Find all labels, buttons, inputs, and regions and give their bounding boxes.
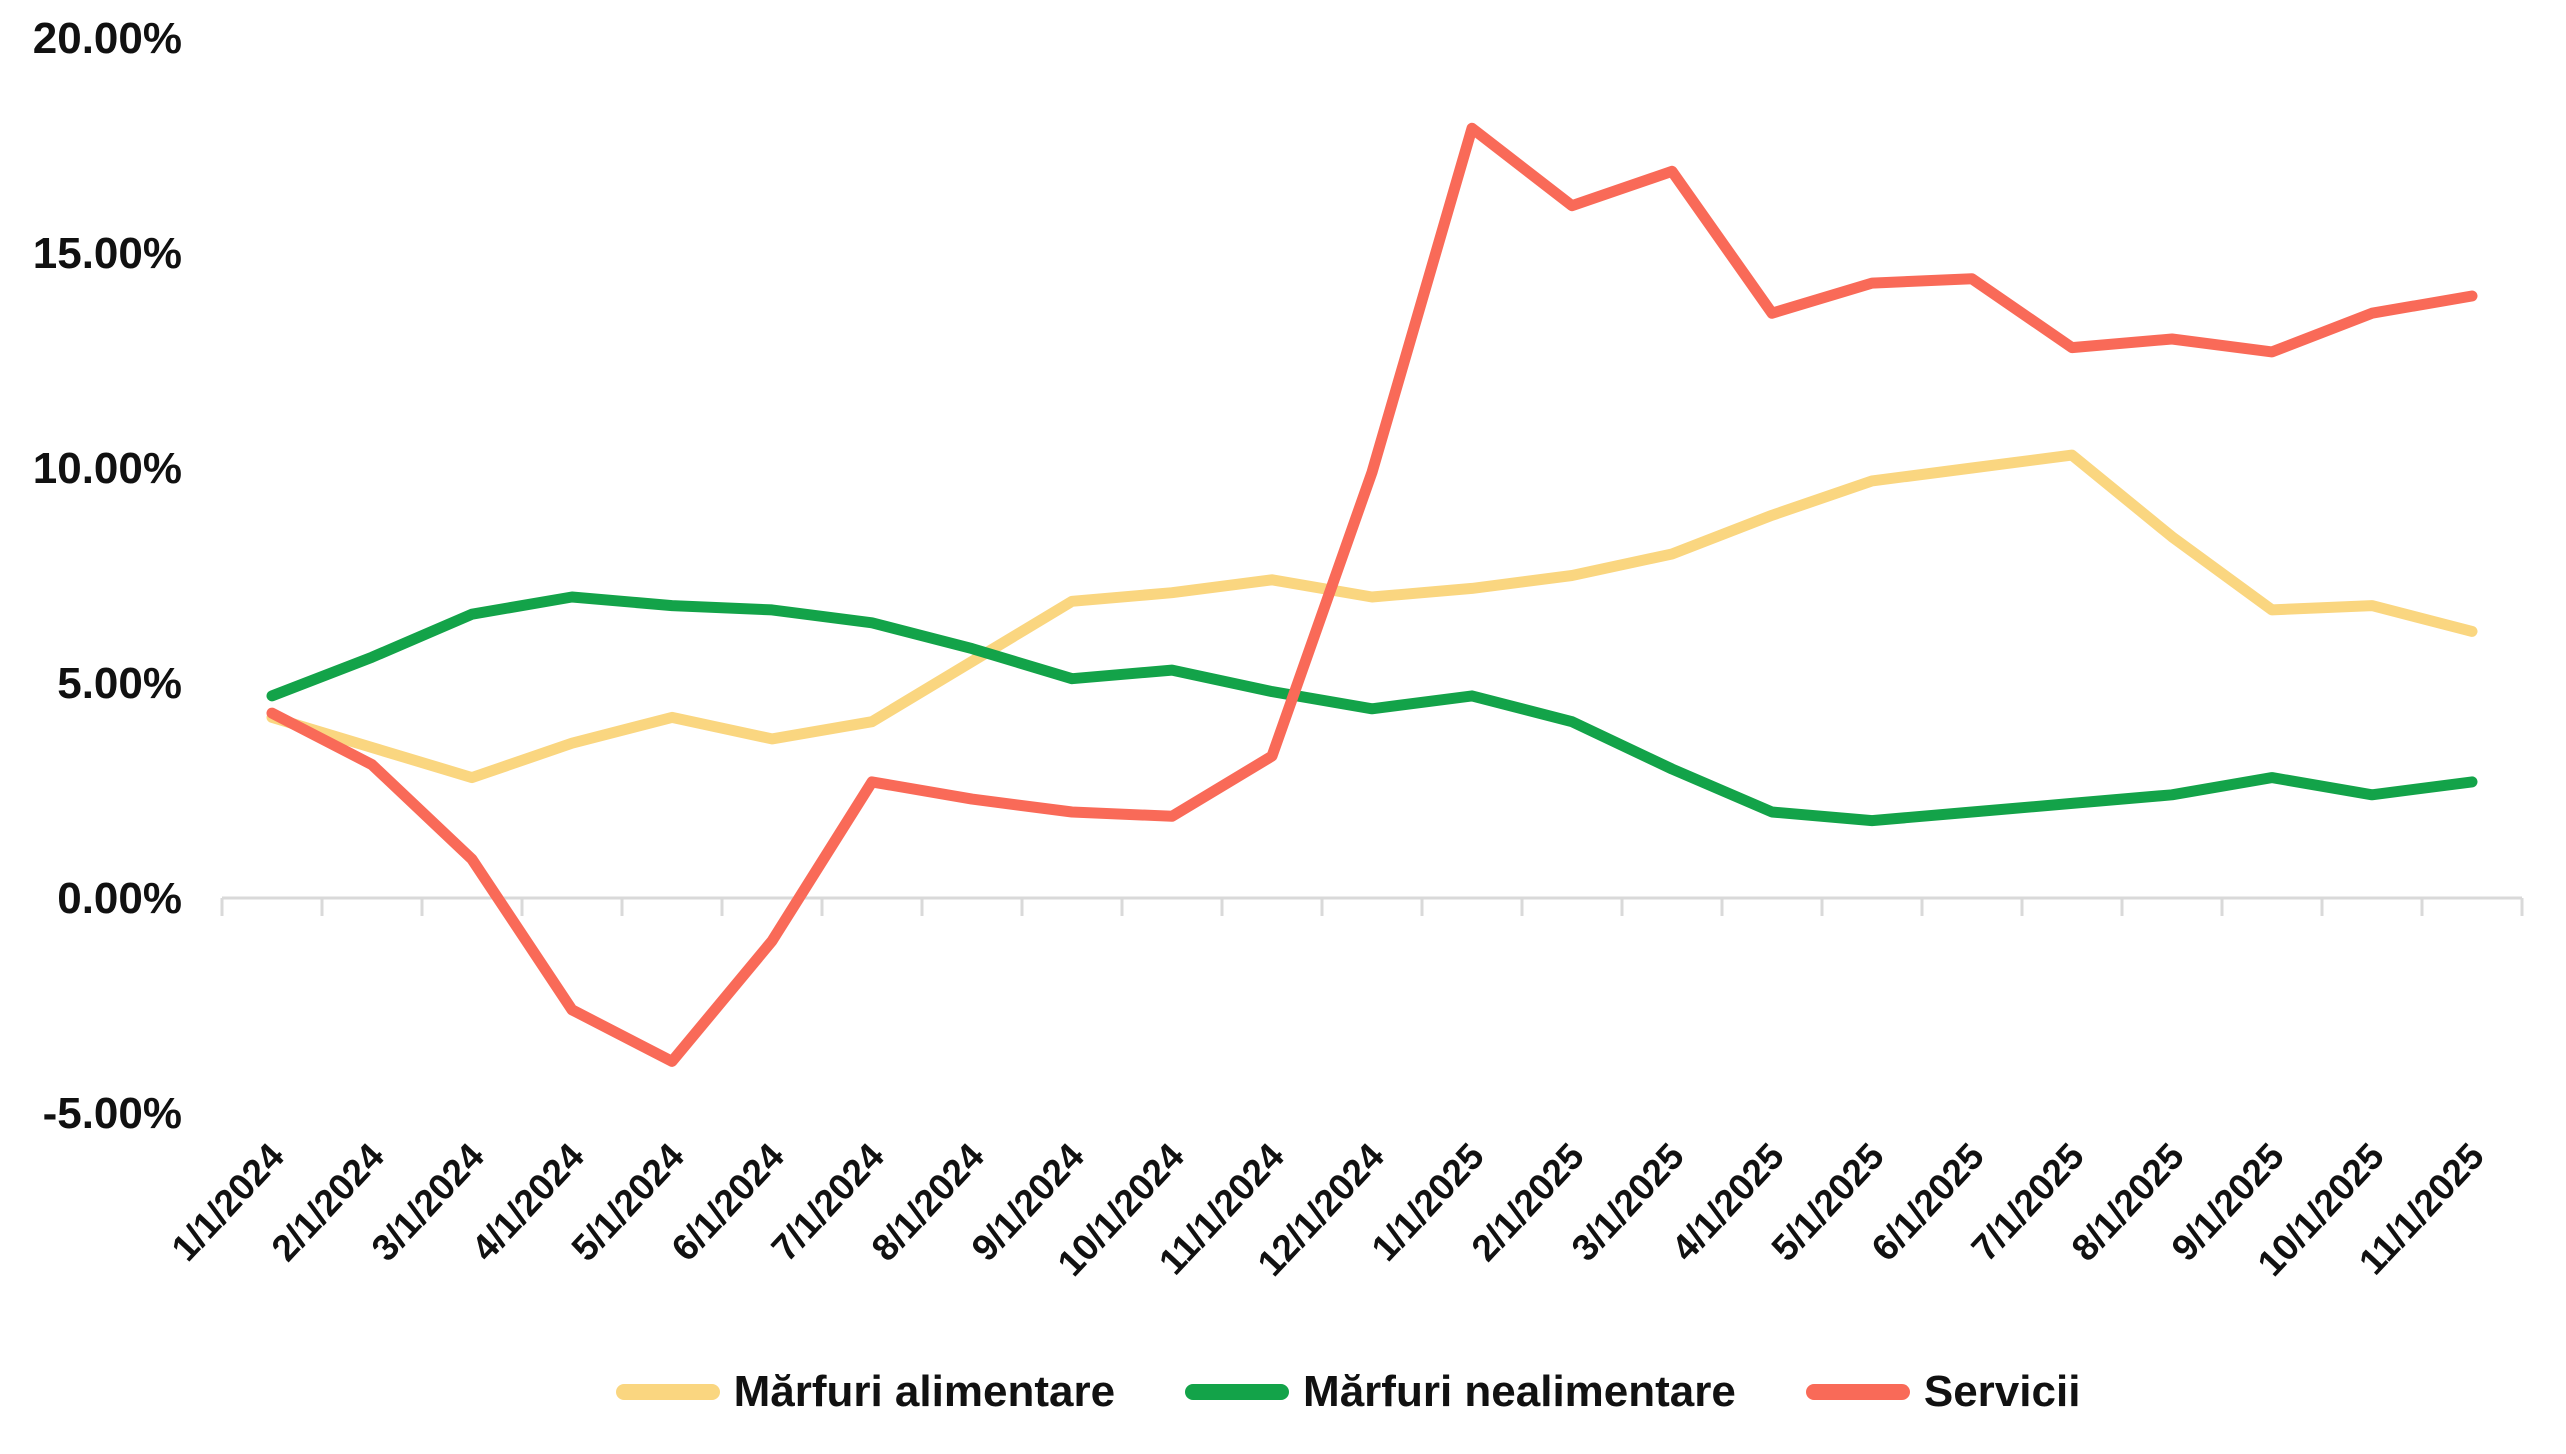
series-line-servicii xyxy=(266,122,2478,1067)
y-axis-tick-label: 0.00% xyxy=(57,874,182,923)
legend-item-servicii: Servicii xyxy=(1805,1367,2081,1417)
y-axis-tick-label: 10.00% xyxy=(33,444,182,493)
series-line-m-rfuri-nealimentare xyxy=(266,591,2478,827)
legend-item-m-rfuri-alimentare: Mărfuri alimentare xyxy=(615,1367,1116,1417)
legend-label: Mărfuri alimentare xyxy=(733,1367,1116,1416)
legend-swatch-icon xyxy=(1185,1384,1290,1400)
chart-legend: Mărfuri alimentare Mărfuri nealimentare Se… xyxy=(0,1352,2566,1432)
series-lines xyxy=(266,122,2478,1067)
legend-label: Mărfuri nealimentare xyxy=(1303,1367,1736,1416)
y-axis-tick-label: 15.00% xyxy=(33,229,182,278)
y-axis-labels: 20.00% 15.00% 10.00% 5.00% 0.00% -5.00% xyxy=(33,14,182,1138)
legend-label: Servicii xyxy=(1923,1367,2081,1416)
series-line-m-rfuri-alimentare xyxy=(266,449,2478,784)
legend-item-m-rfuri-nealimentare: Mărfuri nealimentare xyxy=(1185,1367,1736,1417)
x-axis-labels: 1/1/20242/1/20243/1/20244/1/20245/1/2024… xyxy=(164,1135,2492,1284)
legend-swatch-icon xyxy=(1805,1384,1910,1400)
y-axis-tick-label: 5.00% xyxy=(57,659,182,708)
axis-layer xyxy=(220,896,2524,916)
y-axis-tick-label: 20.00% xyxy=(33,14,182,63)
legend-swatch-icon xyxy=(615,1384,720,1400)
y-axis-tick-label: -5.00% xyxy=(43,1089,182,1138)
